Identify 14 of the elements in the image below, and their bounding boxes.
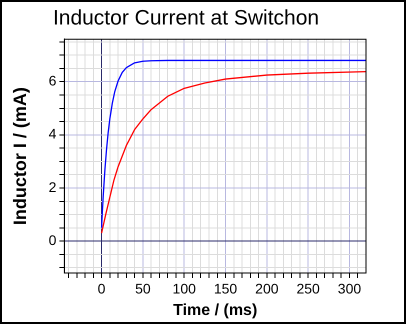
x-tick-label: 50 xyxy=(135,280,151,296)
x-axis-title: Time / (ms) xyxy=(173,302,258,319)
y-tick-label: 2 xyxy=(48,178,57,195)
chart-title: Inductor Current at Switchon xyxy=(52,6,320,30)
x-tick-label: 150 xyxy=(214,280,238,296)
y-tick-label: 6 xyxy=(48,72,57,89)
y-tick-label: 0 xyxy=(48,232,57,248)
x-tick-label: 250 xyxy=(296,280,320,296)
x-tick-label: 100 xyxy=(172,280,196,296)
x-tick-label: 300 xyxy=(338,280,362,296)
y-tick-label: 4 xyxy=(48,126,57,142)
x-tick-label: 0 xyxy=(98,280,106,296)
y-axis-title: Inductor I / (mA) xyxy=(10,87,30,226)
x-tick-label: 200 xyxy=(255,280,279,296)
